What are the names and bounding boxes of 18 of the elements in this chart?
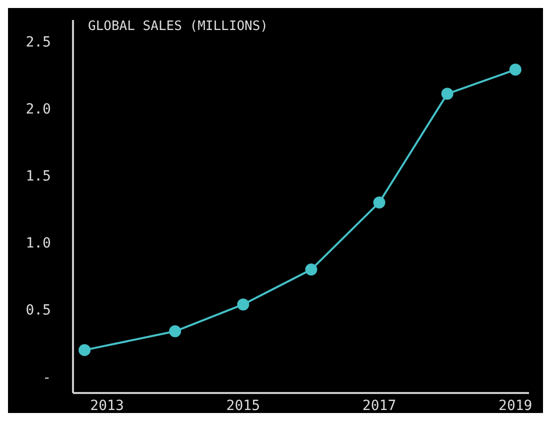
x-tick-label: 2013 <box>90 398 124 414</box>
x-tick-label: 2017 <box>362 398 396 414</box>
y-tick-label: 2.5 <box>26 34 51 50</box>
x-tick-label: 2019 <box>498 398 532 414</box>
point <box>237 298 250 310</box>
point <box>441 88 454 100</box>
y-tick-label: 0.5 <box>26 302 51 319</box>
point <box>509 64 522 76</box>
point <box>373 196 386 208</box>
point <box>78 344 91 356</box>
y-tick-label: 2.0 <box>26 101 51 118</box>
y-tick-label: - <box>42 370 51 386</box>
chart-title: GLOBAL SALES (MILLIONS) <box>88 19 268 34</box>
y-tick-label: 1.5 <box>26 168 51 185</box>
x-tick-label: 2015 <box>226 398 260 414</box>
point <box>305 264 318 276</box>
point <box>169 325 182 338</box>
y-tick-label: 1.0 <box>26 236 51 252</box>
